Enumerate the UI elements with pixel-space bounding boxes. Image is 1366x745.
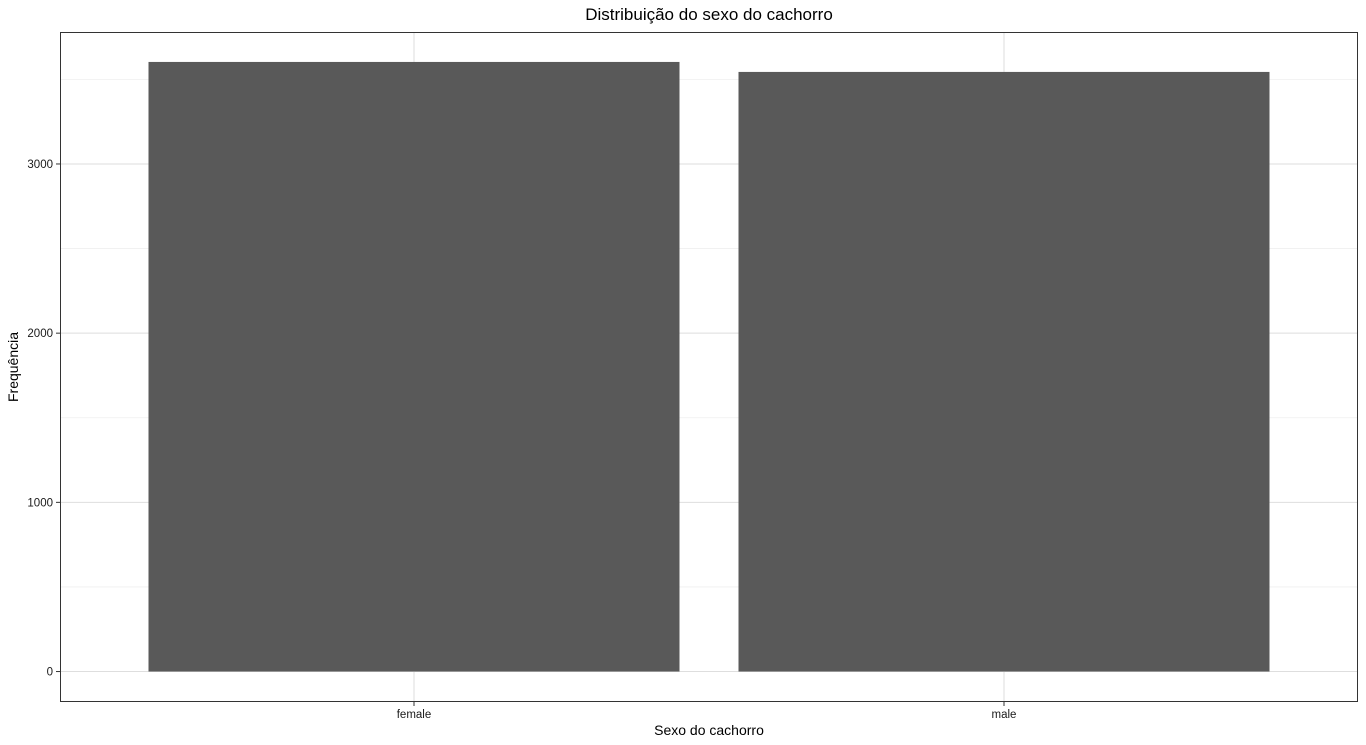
y-axis-title: Frequência (5, 332, 21, 402)
y-axis: 0 1000 2000 3000 (27, 159, 60, 679)
bar-series (148, 61, 1270, 672)
x-tick-label-male: male (992, 709, 1017, 721)
y-tick-label: 3000 (27, 159, 53, 171)
x-tick-label-female: female (397, 709, 432, 721)
bar-male (738, 71, 1270, 672)
x-axis-title: Sexo do cachorro (654, 722, 764, 738)
panel-border (60, 32, 1358, 702)
y-tick-label: 1000 (27, 497, 53, 509)
chart-title: Distribuição do sexo do cachorro (585, 5, 833, 24)
bar-female (148, 61, 680, 672)
y-tick-label: 2000 (27, 328, 53, 340)
x-axis: female male (397, 702, 1017, 721)
y-tick-label: 0 (47, 667, 53, 679)
